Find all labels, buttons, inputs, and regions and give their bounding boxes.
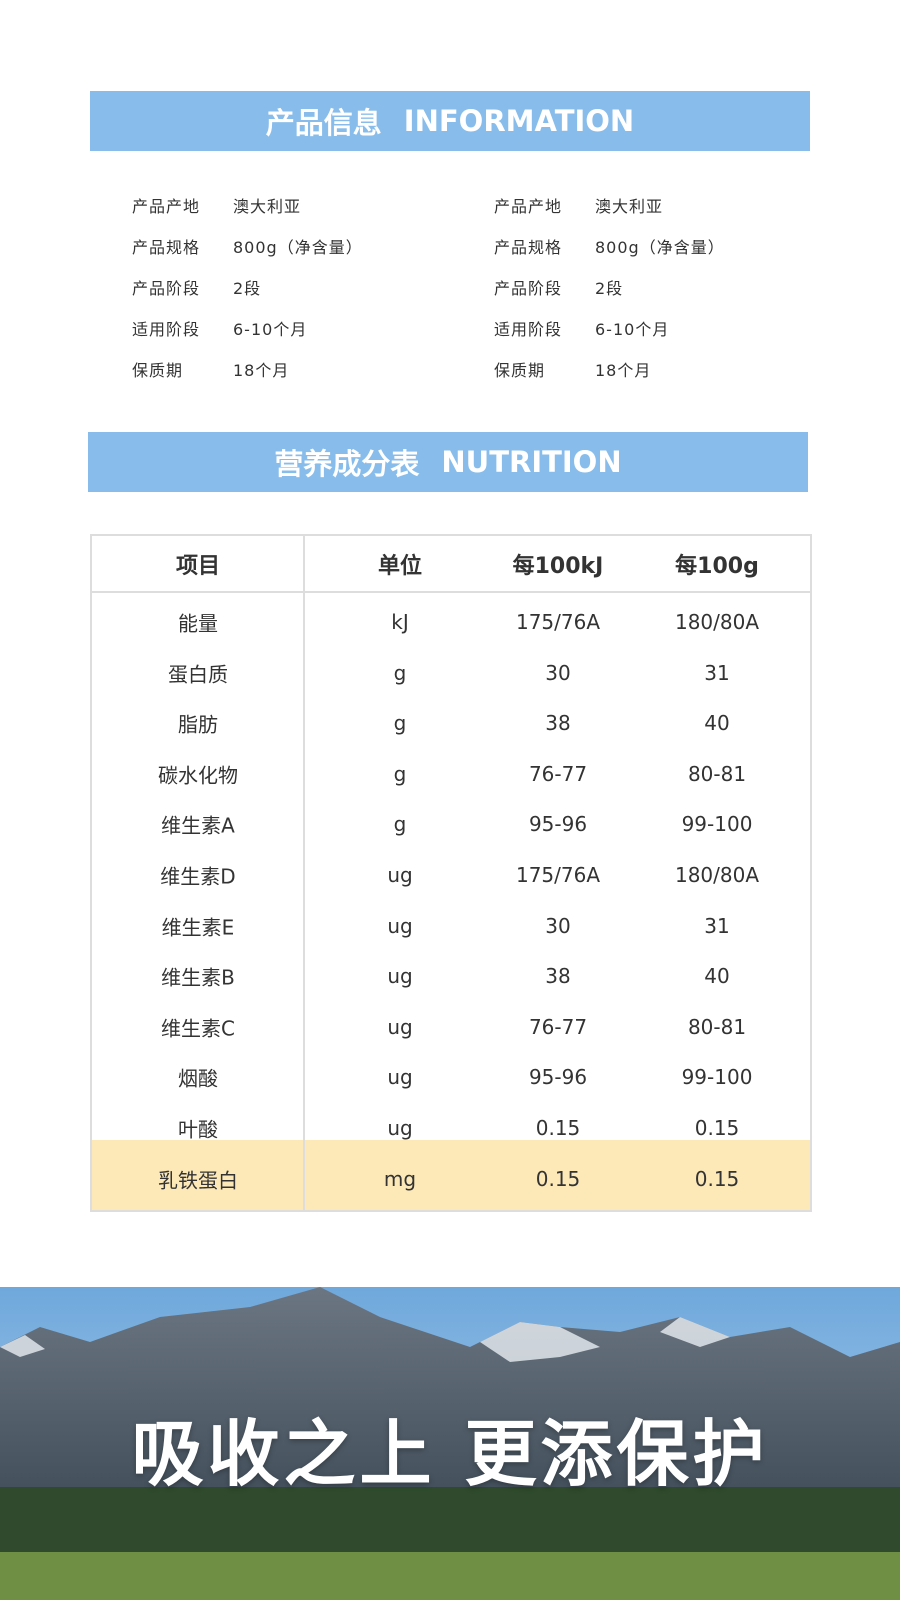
table-cell: 维生素D (160, 864, 236, 889)
table-cell: 30 (545, 660, 571, 685)
table-cell: 31 (704, 913, 730, 938)
table-cell: 180/80A (674, 863, 760, 887)
table-cell: 38 (545, 964, 571, 989)
header-divider (92, 591, 810, 593)
info-label: 产品产地 (494, 197, 563, 216)
table-cell: 38 (545, 711, 571, 736)
nutrition-table: 项目 单位 每100kJ 每100g 能量 kJ 175/76A 180/80A 蛋白质 g 30 3… (90, 534, 812, 1212)
table-cell: 40 (704, 711, 730, 736)
table-cell: 维生素E (161, 915, 235, 940)
info-label: 产品阶段 (132, 279, 201, 298)
info-title: 产品信息 (265, 106, 382, 140)
nutrition-banner: 营养成分表 NUTRITION (88, 432, 808, 492)
table-header: 每100kJ (512, 554, 604, 579)
table-cell: 76-77 (528, 761, 588, 786)
info-label: 产品阶段 (494, 279, 563, 298)
highlight-row (92, 1140, 810, 1210)
nutrition-title: 营养成分表 (274, 447, 420, 481)
info-value: 澳大利亚 (233, 197, 302, 216)
info-value: 800g（净含量） (233, 238, 363, 257)
info-value: 800g（净含量） (595, 238, 725, 257)
info-value: 6-10个月 (595, 320, 670, 339)
info-label: 产品产地 (132, 197, 201, 216)
table-cell: g (393, 812, 407, 837)
info-value: 2段 (233, 279, 262, 298)
table-cell: 碳水化物 (158, 763, 238, 788)
table-cell: 95-96 (528, 812, 588, 837)
table-cell: 0.15 (694, 1166, 740, 1191)
nutrition-title-en: NUTRITION (441, 445, 622, 479)
column-divider (303, 536, 305, 1210)
mountain-scene (0, 1287, 900, 1600)
table-cell: 80-81 (687, 761, 747, 786)
table-cell: 乳铁蛋白 (158, 1168, 238, 1193)
table-cell: kJ (391, 610, 409, 634)
table-cell: 0.15 (535, 1116, 581, 1140)
table-cell: 175/76A (515, 863, 601, 887)
table-cell: 175/76A (515, 610, 601, 634)
table-cell: ug (387, 1116, 413, 1140)
table-cell: 0.15 (694, 1116, 740, 1140)
table-cell: 30 (545, 913, 571, 938)
table-cell: 叶酸 (178, 1117, 218, 1142)
table-cell: 0.15 (535, 1166, 581, 1191)
table-cell: 99-100 (681, 812, 753, 837)
info-value: 澳大利亚 (595, 197, 664, 216)
info-label: 保质期 (132, 361, 184, 380)
table-cell: 蛋白质 (168, 662, 228, 687)
table-cell: ug (387, 1014, 413, 1039)
info-value: 6-10个月 (233, 320, 308, 339)
table-cell: g (393, 761, 407, 786)
table-cell: g (393, 711, 407, 736)
table-cell: 31 (704, 660, 730, 685)
table-cell: g (393, 660, 407, 685)
table-cell: 能量 (178, 611, 218, 636)
table-header: 项目 (175, 554, 221, 579)
table-cell: 维生素C (161, 1016, 235, 1041)
info-value: 2段 (595, 279, 624, 298)
table-cell: 95-96 (528, 1065, 588, 1090)
table-cell: 维生素A (161, 813, 235, 838)
table-cell: ug (387, 964, 413, 989)
table-cell: ug (387, 1065, 413, 1090)
info-label: 保质期 (494, 361, 546, 380)
table-header: 单位 (377, 554, 423, 579)
info-value: 18个月 (233, 361, 290, 380)
table-cell: 40 (704, 964, 730, 989)
info-label: 产品规格 (132, 238, 201, 257)
table-cell: 脂肪 (178, 712, 218, 737)
table-cell: 99-100 (681, 1065, 753, 1090)
table-cell: ug (387, 913, 413, 938)
info-value: 18个月 (595, 361, 652, 380)
info-banner: 产品信息 INFORMATION (90, 91, 810, 151)
table-cell: 180/80A (674, 610, 760, 634)
table-cell: mg (383, 1166, 417, 1191)
table-cell: 维生素B (161, 965, 235, 990)
table-header: 每100g (675, 554, 759, 579)
table-cell: 76-77 (528, 1014, 588, 1039)
table-cell: 80-81 (687, 1014, 747, 1039)
table-cell: 烟酸 (178, 1066, 218, 1091)
info-label: 适用阶段 (132, 320, 201, 339)
info-title-en: INFORMATION (403, 104, 635, 138)
info-label: 产品规格 (494, 238, 563, 257)
table-cell: ug (387, 863, 413, 887)
slogan: 吸收之上 更添保护 (131, 1412, 769, 1496)
info-label: 适用阶段 (494, 320, 563, 339)
